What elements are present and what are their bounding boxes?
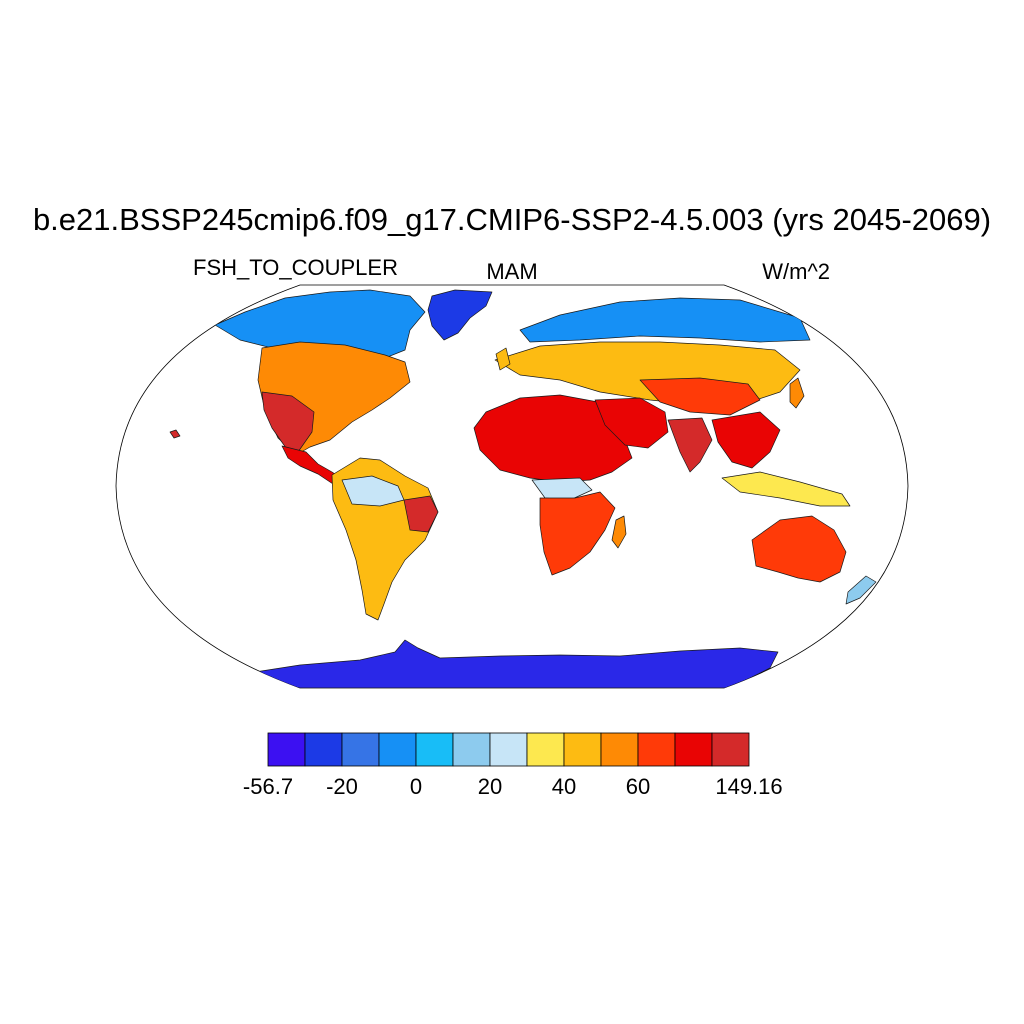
landmass-greenland: [427, 289, 493, 341]
colorbar-swatch-1: [304, 732, 343, 767]
colorbar-label-0: -56.7: [243, 774, 293, 799]
landmass-australia: [751, 515, 847, 583]
landmass-india: [667, 417, 713, 473]
colorbar-swatch-2: [341, 732, 380, 767]
units-label: W/m^2: [762, 259, 830, 284]
plot-title: b.e21.BSSP245cmip6.f09_g17.CMIP6-SSP2-4.…: [33, 202, 991, 237]
landmass-indonesia: [721, 471, 851, 507]
landmass-new-zealand: [845, 575, 877, 605]
map-panel: [115, 284, 909, 689]
landmass-africa-south: [539, 491, 616, 576]
landmass-madagascar: [611, 515, 627, 549]
colorbar-swatch-12: [711, 732, 750, 767]
colorbar-swatch-0: [267, 732, 306, 767]
colorbar: -56.7 -20 0 20 40 60 149.16: [243, 732, 783, 799]
landmass-central-asia: [639, 377, 761, 416]
colorbar-swatch-7: [526, 732, 565, 767]
landmass-brazil-east: [403, 495, 439, 533]
colorbar-label-1: -20: [326, 774, 358, 799]
landmass-japan: [789, 377, 805, 409]
colorbar-swatch-3: [378, 732, 417, 767]
colorbar-label-4: 40: [552, 774, 576, 799]
colorbar-swatch-6: [489, 732, 528, 767]
landmass-eurasia-arctic: [519, 297, 811, 343]
colorbar-swatch-11: [674, 732, 713, 767]
landmass-africa-north: [473, 394, 633, 483]
colorbar-swatch-9: [600, 732, 639, 767]
colorbar-label-5: 60: [626, 774, 650, 799]
landmass-antarctica: [254, 639, 779, 688]
landmass-uk: [495, 347, 511, 371]
colorbar-swatch-8: [563, 732, 602, 767]
colorbar-swatch-5: [452, 732, 491, 767]
landmass-hawaii: [169, 429, 181, 439]
colorbar-swatch-10: [637, 732, 676, 767]
colorbar-label-2: 0: [410, 774, 422, 799]
landmass-middle-east: [594, 397, 669, 449]
colorbar-swatch-4: [415, 732, 454, 767]
landmass-southeast-asia: [711, 411, 781, 469]
landmass-africa-central: [531, 477, 593, 501]
colorbar-label-3: 20: [478, 774, 502, 799]
variable-label: FSH_TO_COUPLER: [193, 255, 398, 280]
colorbar-label-6: 149.16: [715, 774, 782, 799]
season-label: MAM: [486, 259, 537, 284]
